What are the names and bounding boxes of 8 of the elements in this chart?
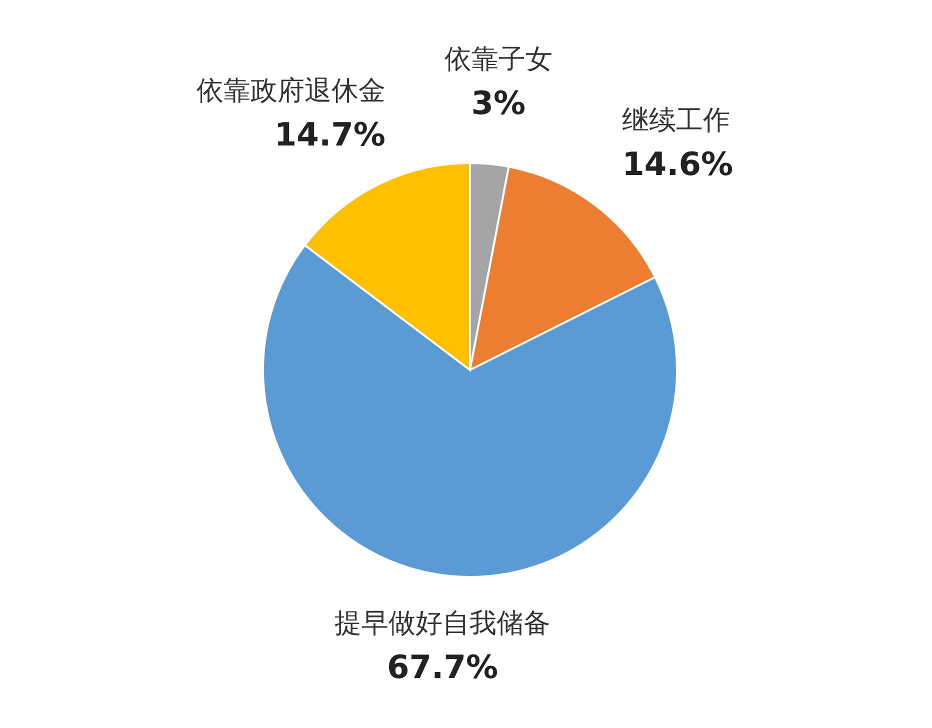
slice-label: 继续工作 (622, 105, 730, 136)
slice-label: 依靠子女 (444, 44, 552, 75)
data-label: 67.7% (387, 648, 498, 686)
slice-label: 提早做好自我储备 (334, 608, 551, 639)
data-label: 14.7% (274, 116, 386, 154)
data-label: 3% (471, 84, 526, 122)
data-label: 14.6% (622, 145, 734, 184)
slice-label: 依靠政府退休金 (196, 76, 386, 107)
